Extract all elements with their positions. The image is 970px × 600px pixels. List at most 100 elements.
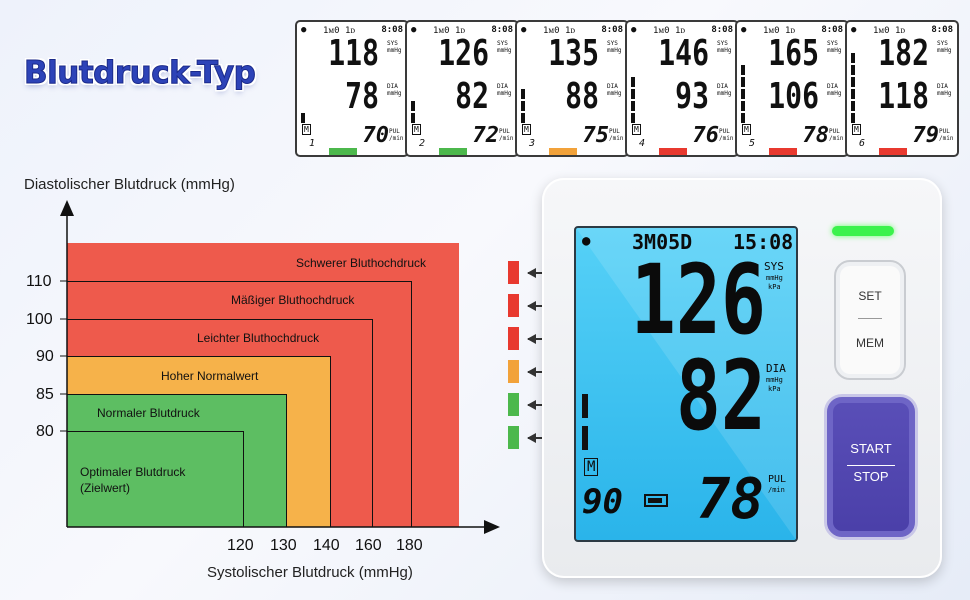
level-segment	[741, 101, 745, 111]
y-tick: 85	[36, 386, 54, 403]
card-memory: 1ᴍ0 1ᴅ	[763, 26, 796, 36]
card-dia-unit: DIA mmHg	[497, 83, 512, 97]
card-level-bar	[879, 148, 907, 155]
pulse-value: 78	[696, 467, 764, 532]
zone-label-mild: Leichter Bluthochdruck	[197, 331, 320, 345]
level-segment	[851, 113, 855, 123]
zone-label-high-normal: Hoher Normalwert	[161, 369, 259, 383]
dia-unit-kpa: kPa	[768, 385, 781, 393]
card-diastolic: 78	[345, 76, 379, 117]
level-segment	[851, 101, 855, 111]
start-stop-button[interactable]: START STOP	[824, 394, 918, 540]
card-diastolic: 82	[455, 76, 489, 117]
x-tick: 180	[396, 537, 423, 554]
time-display: 15:08	[733, 230, 794, 254]
card-memory-indicator: M	[522, 124, 531, 135]
card-systolic: 118	[328, 33, 379, 74]
date-display: 3M05D	[632, 230, 693, 254]
card-dia-unit: DIA mmHg	[937, 83, 952, 97]
card-pul-unit: PUL /min	[389, 128, 404, 142]
level-segment	[851, 65, 855, 75]
card-diastolic: 106	[768, 76, 819, 117]
card-memory-indicator: M	[632, 124, 641, 135]
level-segment	[741, 77, 745, 87]
memory-indicator: M	[584, 458, 599, 476]
reading-card: ● 1ᴍ0 1ᴅ 8:08 135 SYS mmHg 88 DIA mmHg M…	[515, 20, 629, 157]
user-icon: ●	[631, 25, 637, 35]
card-systolic: 182	[878, 33, 929, 74]
card-systolic: 165	[768, 33, 819, 74]
card-sys-unit: SYS mmHg	[937, 40, 952, 54]
card-pul-unit: PUL /min	[829, 128, 844, 142]
card-sys-unit: SYS mmHg	[827, 40, 842, 54]
card-memory: 1ᴍ0 1ᴅ	[543, 26, 576, 36]
user-icon: ●	[741, 25, 747, 35]
card-time: 8:08	[711, 25, 733, 35]
card-level-bar	[659, 148, 687, 155]
card-time: 8:08	[601, 25, 623, 35]
level-segment	[582, 394, 588, 418]
level-segment	[301, 113, 305, 123]
card-number: 6	[859, 138, 866, 149]
blood-pressure-monitor: ● 3M05D 15:08 126 SYS mmHg kPa 82 DIA mm…	[542, 178, 942, 578]
card-number: 4	[639, 138, 646, 149]
x-tick: 120	[227, 537, 254, 554]
level-segment	[521, 113, 525, 123]
zone-label-moderate: Mäßiger Bluthochdruck	[231, 293, 355, 307]
level-segment	[411, 101, 415, 111]
sys-unit-kpa: kPa	[768, 283, 781, 291]
card-memory: 1ᴍ0 1ᴅ	[653, 26, 686, 36]
card-level-bar	[329, 148, 357, 155]
card-pulse: 75	[582, 123, 610, 148]
stop-label: STOP	[853, 469, 889, 484]
reading-card: ● 1ᴍ0 1ᴅ 8:08 118 SYS mmHg 78 DIA mmHg M…	[295, 20, 409, 157]
reading-card: ● 1ᴍ0 1ᴅ 8:08 146 SYS mmHg 93 DIA mmHg M…	[625, 20, 739, 157]
reading-card: ● 1ᴍ0 1ᴅ 8:08 182 SYS mmHg 118 DIA mmHg …	[845, 20, 959, 157]
zone-label-normal: Normaler Blutdruck	[97, 406, 200, 420]
card-number: 5	[749, 138, 756, 149]
start-label: START	[850, 441, 892, 456]
set-mem-button[interactable]: SET MEM	[834, 260, 906, 380]
level-segment	[631, 89, 635, 99]
card-memory-indicator: M	[302, 124, 311, 135]
indicator-bar	[508, 261, 519, 284]
card-sys-unit: SYS mmHg	[607, 40, 622, 54]
user-icon: ●	[851, 25, 857, 35]
dia-label: DIA	[766, 362, 786, 375]
y-tick: 90	[36, 348, 54, 365]
indicator-bar	[508, 294, 519, 317]
reading-card: ● 1ᴍ0 1ᴅ 8:08 126 SYS mmHg 82 DIA mmHg M…	[405, 20, 519, 157]
card-memory-indicator: M	[412, 124, 421, 135]
card-level-bar	[439, 148, 467, 155]
sys-label: SYS	[764, 260, 784, 273]
card-pul-unit: PUL /min	[939, 128, 954, 142]
card-diastolic: 93	[675, 76, 709, 117]
battery-icon	[644, 494, 668, 507]
card-memory: 1ᴍ0 1ᴅ	[323, 26, 356, 36]
card-pul-unit: PUL /min	[719, 128, 734, 142]
dia-unit: mmHg	[766, 376, 783, 384]
level-segment	[851, 53, 855, 63]
level-segment	[582, 426, 588, 450]
user-icon: ●	[521, 25, 527, 35]
indicator-bar	[508, 360, 519, 383]
card-sys-unit: SYS mmHg	[717, 40, 732, 54]
pul-unit: /min	[768, 486, 785, 494]
card-memory: 1ᴍ0 1ᴅ	[433, 26, 466, 36]
card-memory: 1ᴍ0 1ᴅ	[873, 26, 906, 36]
level-segment	[631, 113, 635, 123]
card-pulse: 70	[362, 123, 390, 148]
level-segment	[411, 113, 415, 123]
systolic-value: 126	[630, 244, 766, 356]
card-systolic: 135	[548, 33, 599, 74]
card-systolic: 146	[658, 33, 709, 74]
x-axis-title: Systolischer Blutdruck (mmHg)	[207, 564, 413, 581]
card-level-bar	[549, 148, 577, 155]
y-tick: 100	[26, 311, 53, 328]
level-segment	[631, 77, 635, 87]
card-pulse: 72	[472, 123, 500, 148]
level-segment	[851, 77, 855, 87]
card-sys-unit: SYS mmHg	[387, 40, 402, 54]
user-icon: ●	[301, 25, 307, 35]
card-number: 2	[419, 138, 426, 149]
